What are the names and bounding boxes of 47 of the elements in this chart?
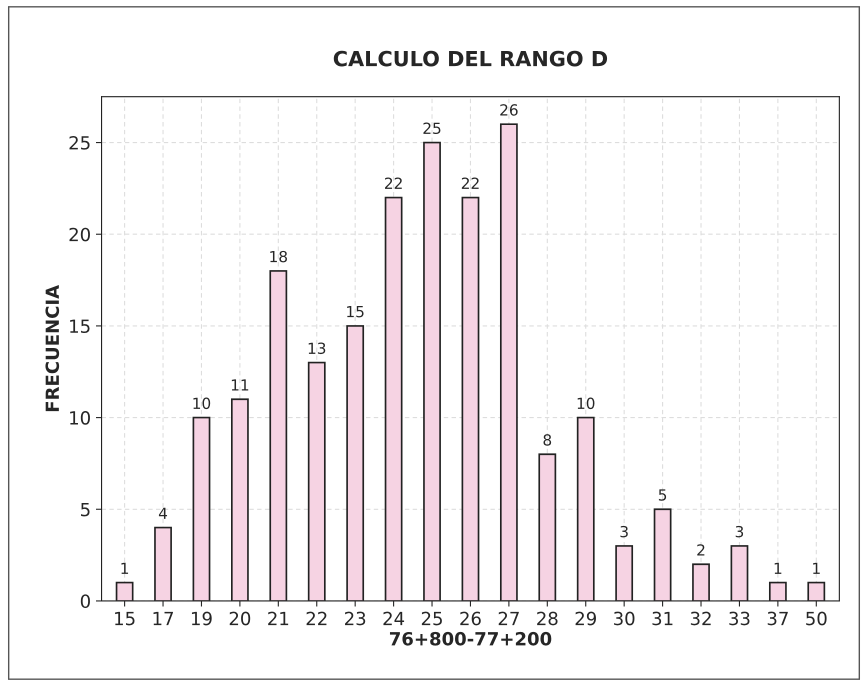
data-label: 5 — [658, 489, 666, 501]
x-tick-label: 20 — [230, 612, 250, 626]
data-label: 1 — [121, 562, 128, 574]
x-tick-label: 22 — [306, 612, 326, 626]
x-tick-label: 21 — [268, 612, 288, 626]
data-label: 13 — [308, 342, 326, 354]
data-label: 2 — [697, 544, 704, 556]
data-label: 26 — [500, 104, 518, 116]
data-label: 18 — [270, 250, 287, 262]
x-tick-label: 37 — [768, 612, 788, 626]
y-tick-label: 10 — [70, 411, 90, 425]
y-tick-label: 25 — [69, 136, 90, 150]
x-tick-label: 23 — [345, 612, 366, 626]
data-label: 10 — [193, 398, 210, 410]
data-label: 11 — [232, 379, 248, 391]
x-tick-label: 33 — [729, 612, 750, 626]
data-label: 10 — [578, 398, 594, 410]
y-tick-label: 15 — [70, 320, 90, 334]
data-label: 15 — [347, 306, 364, 318]
y-axis-title: FRECUENCIA — [45, 284, 60, 412]
x-tick-label: 50 — [806, 612, 827, 626]
y-tick-label: 0 — [80, 594, 90, 608]
x-tick-label: 26 — [460, 612, 481, 626]
x-tick-label: 29 — [576, 612, 596, 626]
x-tick-label: 28 — [537, 612, 558, 626]
data-label: 3 — [620, 526, 628, 538]
x-tick-label: 24 — [383, 612, 404, 626]
data-label: 22 — [462, 177, 479, 189]
x-tick-label: 31 — [652, 612, 672, 626]
data-label: 1 — [774, 562, 782, 574]
chart-title: CALCULO DEL RANGO D — [334, 50, 608, 66]
x-tick-label: 25 — [422, 612, 442, 626]
x-tick-label: 30 — [614, 612, 634, 626]
data-label: 25 — [423, 122, 440, 134]
y-tick-label: 5 — [81, 502, 90, 516]
x-tick-label: 15 — [115, 612, 135, 626]
x-tick-label: 19 — [192, 612, 212, 626]
data-label: 8 — [543, 434, 552, 446]
y-tick-label: 20 — [69, 228, 90, 242]
data-label: 3 — [736, 526, 744, 538]
x-tick-label: 27 — [498, 612, 519, 626]
data-label: 22 — [385, 177, 402, 189]
x-tick-label: 32 — [690, 612, 711, 626]
x-tick-label: 17 — [154, 612, 173, 626]
x-axis-title: 76+800-77+200 — [390, 632, 552, 646]
data-label: 4 — [158, 508, 168, 519]
data-label: 1 — [813, 562, 820, 574]
